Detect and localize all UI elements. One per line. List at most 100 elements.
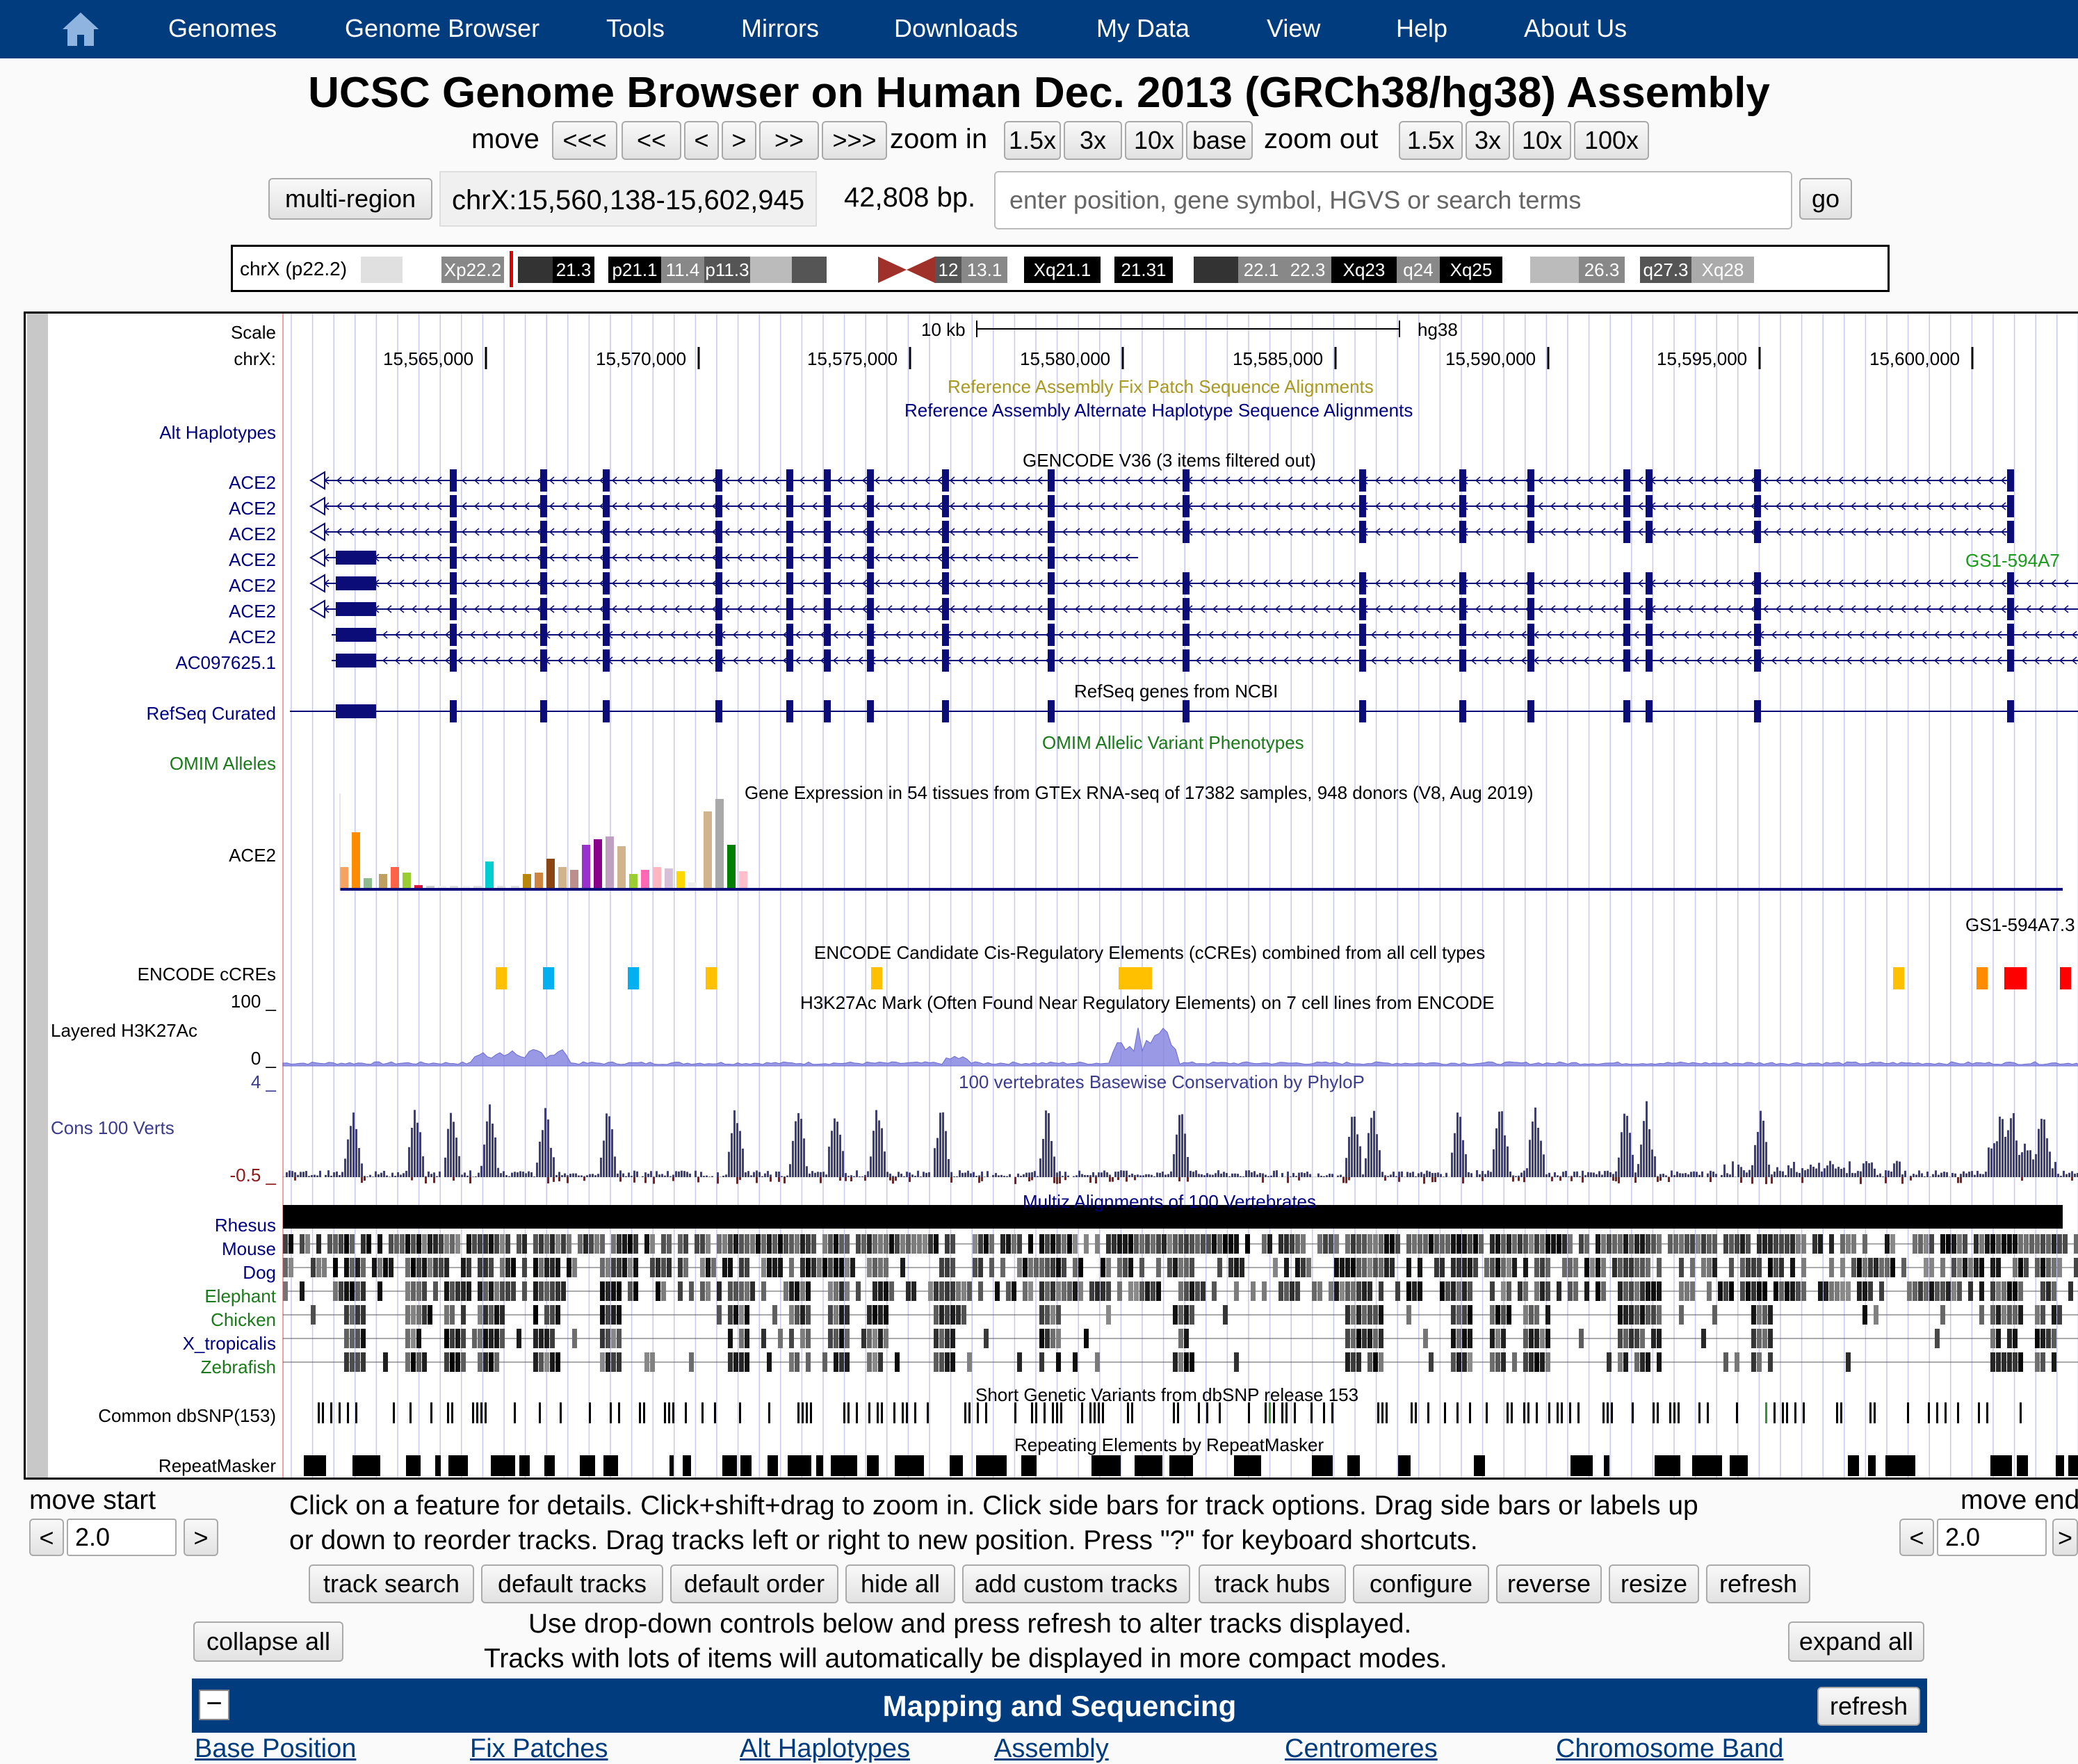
ccre-track-title[interactable]: ENCODE Candidate Cis-Regulatory Elements… — [814, 942, 1485, 964]
nav-help[interactable]: Help — [1396, 14, 1447, 43]
nav-genomes[interactable]: Genomes — [168, 14, 277, 43]
track-hubs-button[interactable]: track hubs — [1199, 1564, 1346, 1603]
track-link-base-position[interactable]: Base Position — [195, 1734, 356, 1764]
expand-all-button[interactable]: expand all — [1788, 1621, 1924, 1662]
gs1-gene-label[interactable]: GS1-594A7 — [1965, 550, 2060, 572]
h3k27ac-track-title[interactable]: H3K27Ac Mark (Often Found Near Regulator… — [800, 992, 1495, 1014]
conservation-bar — [1943, 1172, 1945, 1177]
common-dbsnp-label[interactable]: Common dbSNP(153) — [26, 1405, 276, 1427]
omim-alleles-label[interactable]: OMIM Alleles — [26, 753, 276, 775]
nav-view[interactable]: View — [1267, 14, 1320, 43]
species-label-chicken[interactable]: Chicken — [26, 1309, 276, 1331]
exon — [1048, 521, 1055, 543]
track-link-assembly[interactable]: Assembly — [994, 1734, 1109, 1764]
move-start-input[interactable] — [67, 1519, 177, 1556]
default-tracks-button[interactable]: default tracks — [481, 1564, 663, 1603]
gencode-track-title[interactable]: GENCODE V36 (3 items filtered out) — [1023, 450, 1316, 471]
gencode-gene-label[interactable]: ACE2 — [26, 472, 276, 494]
species-label-rhesus[interactable]: Rhesus — [26, 1215, 276, 1236]
conservation-bar — [1262, 1174, 1264, 1177]
repeatmasker-track-title[interactable]: Repeating Elements by RepeatMasker — [1014, 1434, 1324, 1456]
default-order-button[interactable]: default order — [670, 1564, 838, 1603]
multiz-track-title[interactable]: Multiz Alignments of 100 Vertebrates — [1023, 1191, 1316, 1213]
move-end-input[interactable] — [1937, 1519, 2047, 1556]
fix-patch-track-title[interactable]: Reference Assembly Fix Patch Sequence Al… — [948, 376, 1374, 398]
go-button[interactable]: go — [1799, 178, 1852, 220]
zoom-in-3x-button[interactable]: 3x — [1064, 121, 1122, 160]
move-right-far-button[interactable]: >>> — [822, 121, 887, 160]
configure-button[interactable]: configure — [1353, 1564, 1489, 1603]
gencode-gene-label[interactable]: ACE2 — [26, 524, 276, 545]
resize-button[interactable]: resize — [1609, 1564, 1699, 1603]
zoom-out-100x-button[interactable]: 100x — [1574, 121, 1649, 160]
move-start-right-button[interactable]: > — [184, 1519, 218, 1556]
track-search-button[interactable]: track search — [309, 1564, 474, 1603]
move-left-far-button[interactable]: <<< — [552, 121, 617, 160]
zoom-in-10x-button[interactable]: 10x — [1125, 121, 1183, 160]
cons-track-title[interactable]: 100 vertebrates Basewise Conservation by… — [959, 1071, 1365, 1093]
position-search-input[interactable] — [994, 171, 1792, 229]
track-link-chromosome-band[interactable]: Chromosome Band — [1556, 1734, 1783, 1764]
zoom-out-1-5x-button[interactable]: 1.5x — [1399, 121, 1463, 160]
gtex-gene-label[interactable]: ACE2 — [26, 845, 276, 866]
species-label-elephant[interactable]: Elephant — [26, 1286, 276, 1307]
nav-mirrors[interactable]: Mirrors — [741, 14, 819, 43]
gencode-gene-label[interactable]: ACE2 — [26, 626, 276, 648]
gtex-track-title[interactable]: Gene Expression in 54 tissues from GTEx … — [745, 782, 1533, 804]
gencode-gene-label[interactable]: ACE2 — [26, 498, 276, 519]
omim-track-title[interactable]: OMIM Allelic Variant Phenotypes — [1042, 732, 1304, 754]
conservation-bar — [764, 1174, 766, 1177]
species-label-dog[interactable]: Dog — [26, 1262, 276, 1284]
conservation-negative-bar — [1570, 1177, 1573, 1181]
track-link-alt-haplotypes[interactable]: Alt Haplotypes — [740, 1734, 910, 1764]
collapse-all-button[interactable]: collapse all — [193, 1621, 343, 1662]
gencode-gene-label[interactable]: ACE2 — [26, 575, 276, 597]
move-left-medium-button[interactable]: << — [622, 121, 681, 160]
move-end-left-button[interactable]: < — [1899, 1519, 1934, 1556]
group-refresh-button[interactable]: refresh — [1817, 1687, 1920, 1726]
hide-all-button[interactable]: hide all — [845, 1564, 955, 1603]
gencode-gene-label[interactable]: ACE2 — [26, 549, 276, 571]
move-right-medium-button[interactable]: >> — [759, 121, 819, 160]
nav-downloads[interactable]: Downloads — [894, 14, 1018, 43]
multiz-alignment-block — [1523, 1234, 1528, 1254]
multi-region-button[interactable]: multi-region — [268, 178, 432, 220]
chromosome-ideogram[interactable]: chrX (p22.2) Xp22.2 21.3 p21.1 11.4 p11.… — [231, 245, 1890, 292]
cons-100-verts-label[interactable]: Cons 100 Verts — [51, 1117, 174, 1139]
refresh-button[interactable]: refresh — [1706, 1564, 1810, 1603]
encode-ccres-label[interactable]: ENCODE cCREs — [26, 964, 276, 985]
zoom-out-3x-button[interactable]: 3x — [1466, 121, 1510, 160]
gencode-gene-label[interactable]: AC097625.1 — [26, 652, 276, 674]
multiz-alignment-block — [1568, 1234, 1573, 1254]
species-label-mouse[interactable]: Mouse — [26, 1238, 276, 1260]
gs1-gtex-label[interactable]: GS1-594A7.3 — [1965, 914, 2075, 936]
move-end-right-button[interactable]: > — [2052, 1519, 2078, 1556]
track-link-fix-patches[interactable]: Fix Patches — [470, 1734, 608, 1764]
move-start-left-button[interactable]: < — [29, 1519, 64, 1556]
zoom-in-base-button[interactable]: base — [1186, 121, 1253, 160]
gencode-gene-label[interactable]: ACE2 — [26, 601, 276, 622]
track-image[interactable]: Scale chrX: Alt Haplotypes ACE2 ACE2 ACE… — [24, 311, 2078, 1480]
zoom-in-1-5x-button[interactable]: 1.5x — [1004, 121, 1061, 160]
zoom-out-10x-button[interactable]: 10x — [1513, 121, 1571, 160]
track-link-centromeres[interactable]: Centromeres — [1285, 1734, 1438, 1764]
nav-my-data[interactable]: My Data — [1096, 14, 1190, 43]
refseq-curated-label[interactable]: RefSeq Curated — [26, 703, 276, 725]
alt-haplotype-track-title[interactable]: Reference Assembly Alternate Haplotype S… — [904, 400, 1413, 421]
home-icon[interactable] — [60, 8, 102, 50]
nav-about-us[interactable]: About Us — [1524, 14, 1627, 43]
species-label-zebrafish[interactable]: Zebrafish — [26, 1357, 276, 1378]
repeatmasker-label[interactable]: RepeatMasker — [26, 1455, 276, 1477]
layered-h3k27ac-label[interactable]: Layered H3K27Ac — [51, 1020, 197, 1042]
reverse-button[interactable]: reverse — [1496, 1564, 1602, 1603]
refseq-track-title[interactable]: RefSeq genes from NCBI — [1074, 681, 1278, 702]
alt-haplotypes-label[interactable]: Alt Haplotypes — [26, 422, 276, 444]
add-custom-tracks-button[interactable]: add custom tracks — [962, 1564, 1190, 1603]
nav-tools[interactable]: Tools — [606, 14, 665, 43]
move-left-button[interactable]: < — [684, 121, 719, 160]
exon — [2007, 624, 2014, 646]
dbsnp-track-title[interactable]: Short Genetic Variants from dbSNP releas… — [975, 1384, 1358, 1406]
nav-genome-browser[interactable]: Genome Browser — [345, 14, 539, 43]
species-label-x-tropicalis[interactable]: X_tropicalis — [26, 1333, 276, 1354]
move-right-button[interactable]: > — [722, 121, 756, 160]
